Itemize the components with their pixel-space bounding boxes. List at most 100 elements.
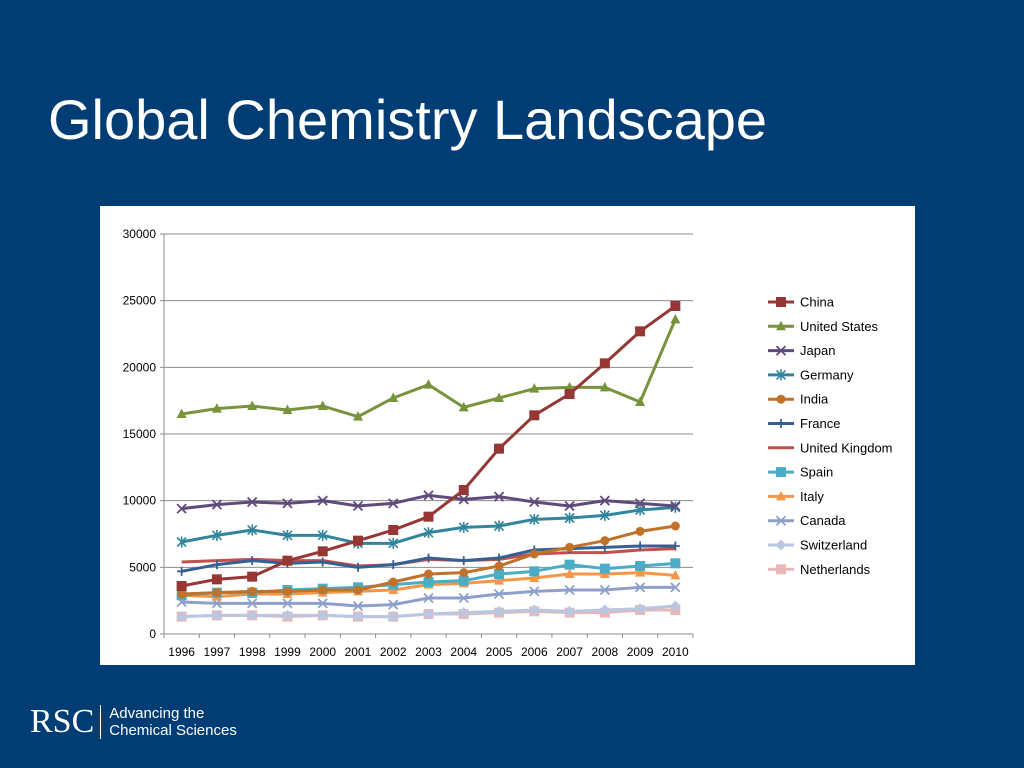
data-point-japan [458, 494, 469, 505]
data-point-germany [176, 536, 187, 548]
data-point-canada [529, 586, 540, 597]
x-tick-label: 2005 [486, 645, 513, 659]
data-point-switzerland [599, 604, 611, 616]
legend-item-japan: Japan [768, 343, 835, 358]
data-point-india [247, 586, 257, 596]
data-point-switzerland [176, 611, 188, 623]
data-point-switzerland [317, 609, 329, 621]
series-line-china [181, 304, 677, 588]
data-point-india [635, 526, 645, 536]
legend-label: India [800, 392, 829, 407]
data-point-switzerland [423, 608, 434, 620]
data-point-italy [635, 567, 646, 577]
data-point-united-states [352, 411, 363, 421]
data-point-france [247, 556, 257, 566]
x-tick-label: 1997 [204, 645, 231, 659]
data-point-japan [529, 496, 540, 508]
data-point-spain [599, 563, 610, 574]
data-point-canada [388, 599, 399, 610]
data-point-india [318, 585, 328, 595]
data-point-italy [529, 572, 540, 582]
x-tick-label: 2004 [450, 645, 477, 659]
legend-item-france: France [768, 416, 840, 431]
data-point-united-states [599, 381, 610, 392]
legend-label: Switzerland [800, 538, 867, 553]
data-point-china [282, 555, 293, 566]
data-point-india [424, 569, 433, 579]
data-point-switzerland [493, 605, 505, 617]
data-point-canada [247, 598, 258, 609]
data-point-china [211, 574, 222, 585]
data-point-switzerland [458, 607, 470, 619]
data-point-japan [564, 500, 575, 512]
data-point-india [388, 577, 398, 587]
data-point-japan [282, 498, 293, 509]
legend-marker-spain [776, 467, 786, 478]
data-point-france [424, 553, 433, 563]
data-point-united-states [494, 392, 505, 402]
data-point-switzerland [528, 604, 540, 616]
data-point-italy [564, 568, 575, 578]
legend-item-india: India [768, 392, 829, 407]
data-point-germany [493, 520, 505, 532]
data-point-japan [423, 490, 434, 501]
data-point-france [459, 556, 469, 566]
y-tick-label: 30000 [123, 227, 157, 241]
data-point-germany [458, 521, 469, 533]
series-switzerland [176, 600, 681, 623]
legend-marker-switzerland [775, 539, 787, 551]
logo-tagline-line1: Advancing the [109, 705, 205, 722]
data-point-united-states [247, 400, 258, 410]
data-point-france [388, 560, 398, 570]
data-point-switzerland [387, 611, 399, 623]
data-point-china [388, 525, 399, 535]
logo-mark: RSC [30, 703, 95, 740]
data-point-canada [599, 584, 610, 596]
data-point-france [635, 541, 645, 551]
x-tick-label: 2006 [521, 645, 548, 659]
legend-marker-india [776, 394, 786, 404]
legend-item-italy: Italy [768, 489, 824, 504]
legend-item-united-kingdom: United Kingdom [768, 440, 893, 455]
data-point-china [670, 301, 681, 311]
data-point-china [352, 535, 363, 546]
data-point-spain [635, 561, 646, 571]
x-tick-label: 2001 [345, 645, 372, 659]
data-point-japan [493, 491, 505, 502]
legend-label: France [800, 416, 840, 431]
data-point-united-states [564, 381, 575, 392]
series-canada [176, 582, 681, 612]
data-point-japan [352, 500, 364, 512]
series-group [176, 301, 681, 623]
data-point-spain [494, 569, 505, 579]
data-point-india [600, 536, 610, 546]
rsc-logo: RSC Advancing the Chemical Sciences [30, 700, 237, 744]
data-point-china [564, 389, 575, 399]
legend-label: Canada [800, 513, 846, 528]
data-point-india [494, 561, 504, 571]
data-point-japan [670, 500, 681, 512]
x-tick-label: 2008 [591, 645, 618, 659]
x-tick-label: 2007 [556, 645, 583, 659]
legend-item-canada: Canada [768, 513, 846, 528]
legend-item-spain: Spain [768, 465, 833, 480]
data-point-china [635, 326, 646, 337]
series-china [176, 301, 681, 591]
data-point-canada [317, 598, 328, 609]
data-point-spain [670, 558, 681, 569]
logo-divider [100, 705, 102, 739]
legend-label: Japan [800, 343, 835, 358]
data-point-switzerland [281, 609, 293, 621]
x-tick-label: 2010 [662, 645, 689, 659]
data-point-united-states [635, 396, 646, 406]
legend-marker-united-states [776, 320, 786, 331]
legend-marker-france [776, 419, 786, 428]
data-point-germany [247, 524, 258, 536]
data-point-united-states [211, 403, 222, 413]
data-point-switzerland [246, 609, 258, 621]
data-point-france [353, 562, 363, 572]
data-point-japan [599, 495, 610, 506]
series-united-states [176, 313, 681, 421]
data-point-united-states [176, 408, 187, 418]
data-point-united-states [529, 383, 540, 393]
